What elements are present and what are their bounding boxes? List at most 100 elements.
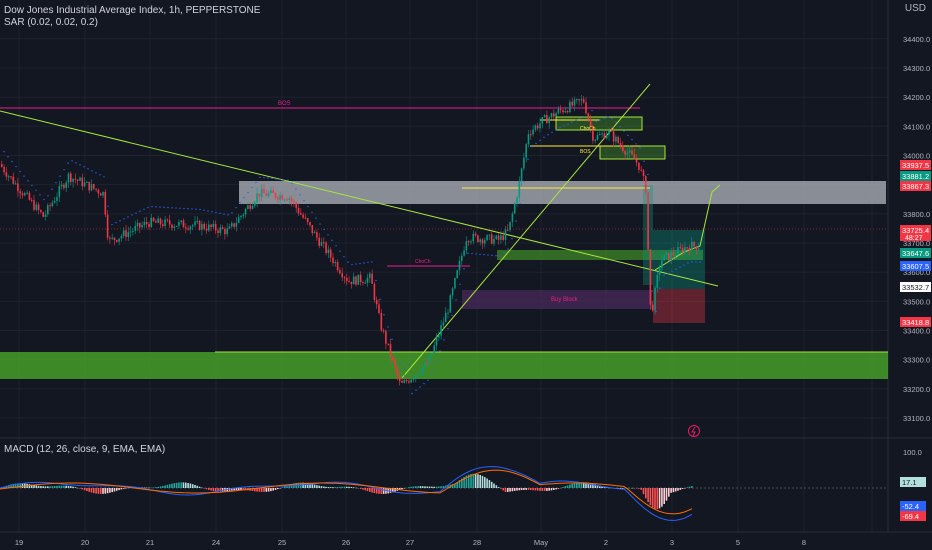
macd-histogram-bar: [454, 483, 456, 488]
candle-body: [72, 178, 74, 182]
macd-histogram-bar: [171, 483, 173, 488]
candle-body: [362, 282, 364, 284]
macd-histogram-bar: [14, 483, 17, 488]
macd-histogram-bar: [214, 488, 217, 492]
sar-dot: [123, 218, 125, 220]
macd-histogram-bar: [155, 487, 157, 488]
macd-histogram-bar: [339, 486, 341, 488]
macd-histogram-bar: [421, 486, 424, 488]
sar-dot: [491, 254, 493, 257]
sar-dot: [307, 205, 309, 208]
candle-body: [113, 237, 116, 241]
macd-histogram-bar: [488, 480, 491, 488]
buy-block-label: Buy Block: [551, 297, 579, 303]
macd-histogram-bar: [162, 485, 164, 488]
macd-histogram-bar: [143, 487, 146, 489]
candle-body: [417, 374, 419, 376]
candle-body: [329, 249, 332, 258]
macd-histogram-bar: [481, 475, 484, 488]
macd-histogram-bar: [603, 486, 606, 488]
candle-body: [424, 362, 426, 368]
sar-dot: [523, 180, 525, 183]
candle-body: [534, 125, 537, 130]
sar-dot: [587, 126, 589, 129]
candle-body: [369, 273, 371, 278]
candle-body: [608, 130, 610, 136]
macd-histogram-bar: [159, 486, 162, 488]
candle-body: [543, 115, 546, 118]
sar-dot: [655, 310, 657, 313]
macd-histogram-bar: [672, 488, 675, 493]
sar-dot: [11, 160, 13, 163]
macd-histogram-bar: [463, 476, 465, 488]
sar-dot: [247, 191, 249, 194]
candle-body: [451, 288, 454, 296]
macd-histogram-bar: [242, 488, 245, 491]
demand-zone: [0, 352, 888, 379]
time-axis[interactable]: 19 20 21 24 25 26 27 28 May 2 3 5 8: [15, 538, 806, 547]
candle-body: [624, 151, 626, 155]
candle-body: [444, 312, 447, 323]
price-tick: 33700.0: [903, 239, 930, 248]
candle-body: [546, 115, 548, 124]
candle-body: [1, 164, 3, 167]
sar-dot: [55, 182, 57, 184]
candle-body: [102, 191, 104, 196]
sar-dot: [383, 314, 385, 316]
candle-body: [582, 99, 585, 103]
macd-histogram-bar: [472, 473, 475, 488]
candle-body: [573, 99, 576, 106]
sar-dot: [263, 177, 265, 179]
macd-histogram-bar: [281, 487, 284, 488]
price-label: 33647.6: [902, 249, 929, 258]
macd-histogram-bar: [548, 488, 550, 491]
macd-histogram-bar: [431, 486, 433, 488]
sar-dot: [267, 177, 269, 179]
candle-body: [231, 223, 233, 227]
macd-histogram-bar: [571, 483, 573, 488]
sar-dot: [515, 220, 517, 222]
sar-dot: [439, 350, 441, 352]
macd-histogram-bar: [283, 486, 286, 488]
uptrend-line: [401, 83, 651, 379]
macd-histogram-bar: [53, 486, 56, 488]
macd-histogram-bar: [456, 482, 458, 488]
candle-body: [318, 237, 320, 246]
candle-body: [355, 276, 357, 285]
candle-body: [198, 220, 201, 230]
candle-body: [240, 215, 242, 218]
macd-histogram-bar: [201, 487, 203, 489]
lightning-icon[interactable]: [688, 425, 700, 437]
sar-dot: [135, 212, 137, 214]
price-axis[interactable]: 34400.034300.034200.034100.034000.033900…: [900, 35, 931, 523]
macd-histogram-bar: [164, 485, 166, 488]
sar-dot: [39, 194, 41, 196]
macd-histogram-bar: [523, 488, 525, 490]
sar-dot: [351, 263, 353, 266]
candle-body: [339, 270, 341, 274]
price-tick: 33100.0: [903, 414, 930, 423]
candle-body: [456, 270, 458, 279]
candle-body: [86, 181, 88, 183]
sar-dot: [147, 206, 149, 209]
macd-histogram-bar: [212, 488, 215, 491]
price-tick: 34400.0: [903, 35, 930, 44]
candle-body: [350, 281, 353, 285]
macd-histogram-bar: [380, 488, 383, 494]
macd-histogram-bar: [375, 488, 378, 494]
candle-body: [242, 214, 245, 216]
candle-body: [663, 255, 665, 261]
candle-body: [263, 188, 265, 194]
sar-dot: [371, 261, 373, 263]
annotation-labels: BOS ChoCh BOS ChoCh Buy Block: [278, 101, 596, 303]
candle-body: [550, 113, 553, 118]
macd-histogram-bar: [189, 483, 192, 488]
macd-histogram-bar: [65, 485, 67, 488]
candle-body: [265, 193, 268, 197]
candle-body: [348, 281, 350, 283]
sar-dot: [295, 188, 297, 190]
macd-histogram-bar: [546, 488, 548, 491]
candle-body: [465, 241, 468, 251]
candle-body: [65, 182, 67, 189]
